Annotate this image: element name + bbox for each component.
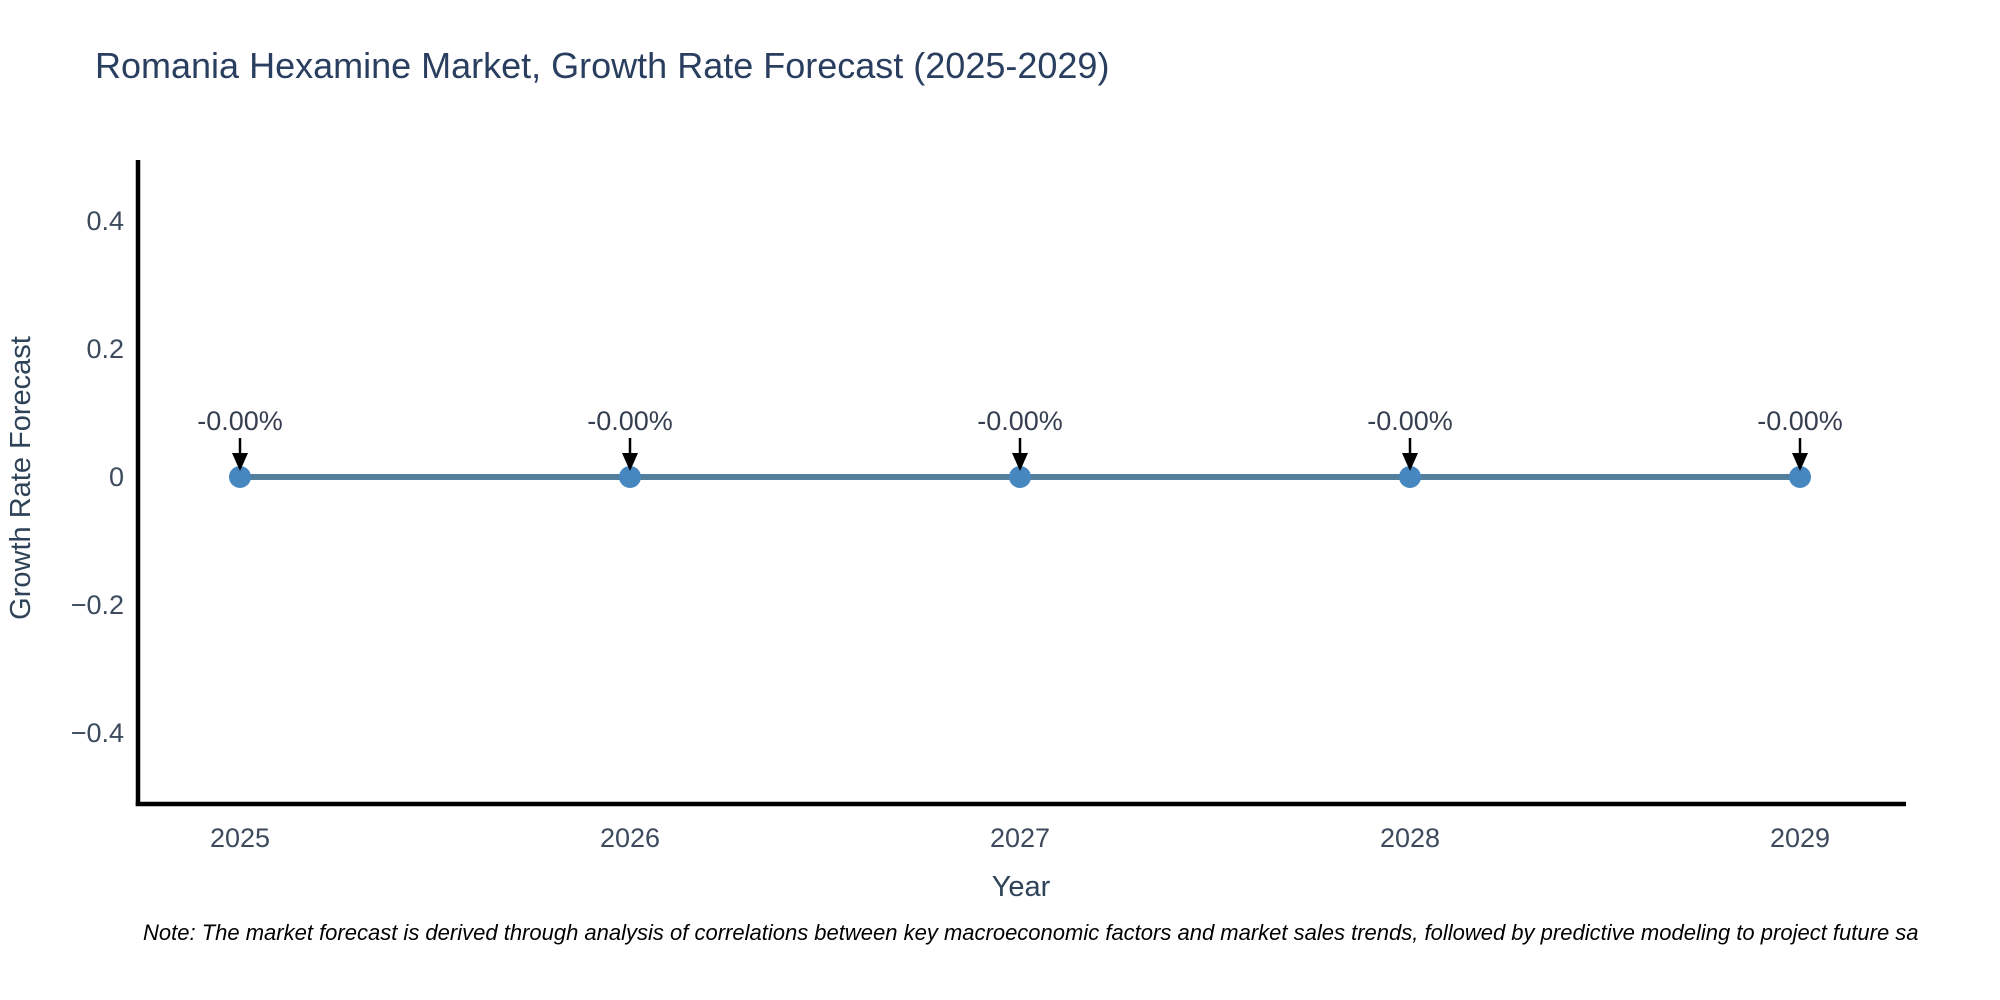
axes xyxy=(135,160,1906,807)
data-point-marker xyxy=(1789,466,1811,488)
y-tick-label: −0.4 xyxy=(71,718,124,748)
point-annotation-label: -0.00% xyxy=(977,406,1063,436)
annotation-arrowhead-icon xyxy=(1012,453,1028,471)
data-point-marker xyxy=(1399,466,1421,488)
point-annotation-label: -0.00% xyxy=(1367,406,1453,436)
x-axis-tick-labels: 2025 2026 2027 2028 2029 xyxy=(210,823,1830,853)
data-point-marker xyxy=(1009,466,1031,488)
data-point-marker xyxy=(619,466,641,488)
x-tick-label: 2028 xyxy=(1380,823,1440,853)
x-tick-label: 2026 xyxy=(600,823,660,853)
y-tick-label: 0.2 xyxy=(86,334,124,364)
point-annotation-label: -0.00% xyxy=(1757,406,1843,436)
data-point-marker xyxy=(229,466,251,488)
annotation-arrowhead-icon xyxy=(1792,453,1808,471)
point-annotation-label: -0.00% xyxy=(587,406,673,436)
point-annotation-label: -0.00% xyxy=(197,406,283,436)
footnote: Note: The market forecast is derived thr… xyxy=(143,920,1919,945)
x-tick-label: 2027 xyxy=(990,823,1050,853)
annotation-arrowhead-icon xyxy=(1402,453,1418,471)
x-axis-title: Year xyxy=(992,871,1051,903)
point-annotations: -0.00% -0.00% -0.00% -0.00% -0.00% xyxy=(197,406,1843,471)
annotation-arrowhead-icon xyxy=(622,453,638,471)
y-tick-label: 0.4 xyxy=(86,206,124,236)
x-tick-label: 2029 xyxy=(1770,823,1830,853)
y-axis-tick-labels: 0.4 0.2 0 −0.2 −0.4 xyxy=(71,206,124,748)
x-tick-label: 2025 xyxy=(210,823,270,853)
y-axis-title: Growth Rate Forecast xyxy=(5,336,37,620)
y-tick-label: 0 xyxy=(109,462,124,492)
annotation-arrowhead-icon xyxy=(232,453,248,471)
chart-title: Romania Hexamine Market, Growth Rate For… xyxy=(95,45,1109,86)
data-series xyxy=(229,466,1811,488)
y-tick-label: −0.2 xyxy=(71,590,124,620)
